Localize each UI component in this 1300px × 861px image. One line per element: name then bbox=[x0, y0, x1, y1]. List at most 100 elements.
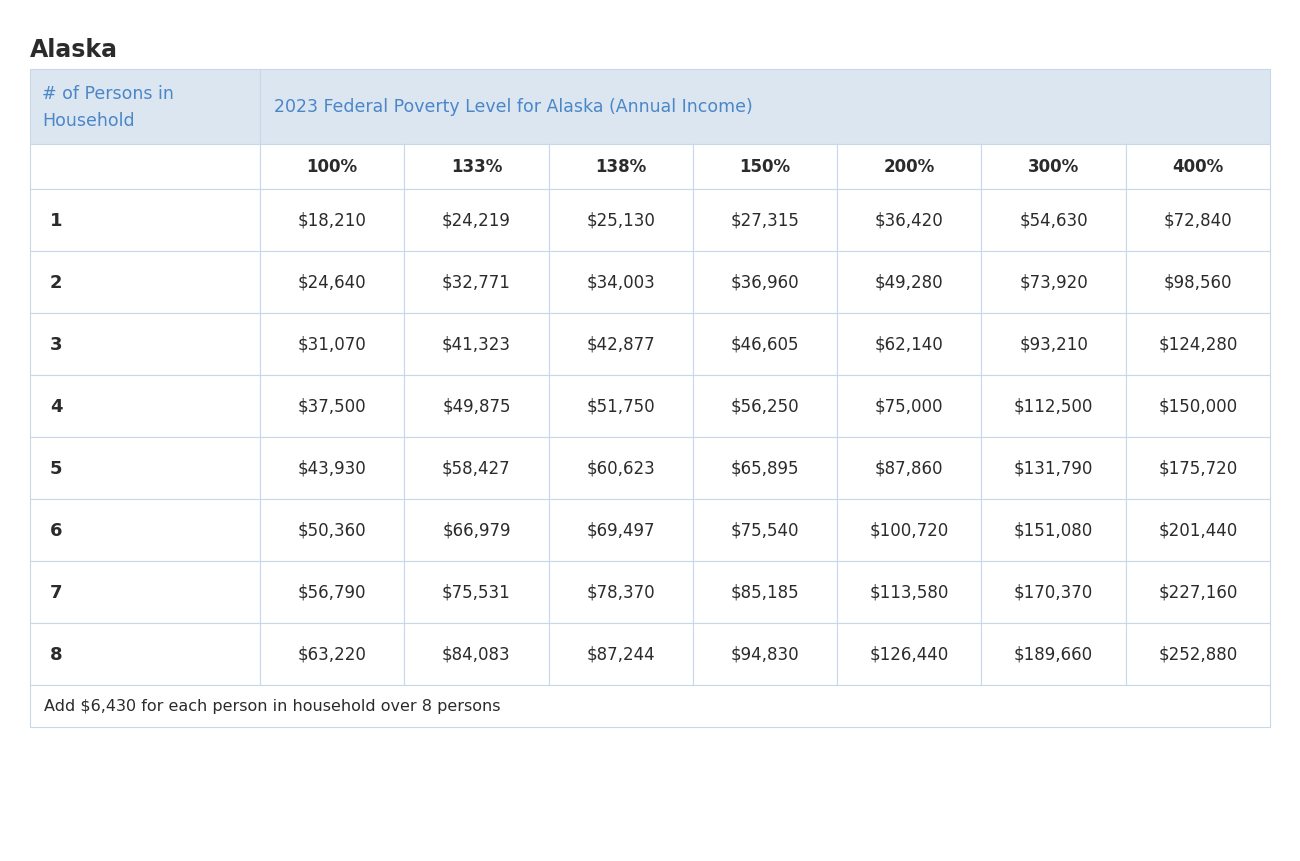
Bar bbox=[693, 437, 837, 499]
Text: $150,000: $150,000 bbox=[1158, 398, 1238, 416]
Text: $24,640: $24,640 bbox=[298, 274, 367, 292]
Bar bbox=[404, 189, 549, 251]
Text: 150%: 150% bbox=[740, 158, 790, 177]
Bar bbox=[260, 145, 404, 189]
Bar bbox=[693, 375, 837, 437]
Bar bbox=[693, 499, 837, 561]
Text: 3: 3 bbox=[49, 336, 62, 354]
Bar bbox=[30, 251, 260, 313]
Text: 133%: 133% bbox=[451, 158, 502, 177]
Text: $227,160: $227,160 bbox=[1158, 583, 1238, 601]
Bar bbox=[549, 623, 693, 685]
Text: $42,877: $42,877 bbox=[586, 336, 655, 354]
Bar bbox=[1126, 437, 1270, 499]
Text: $36,420: $36,420 bbox=[875, 212, 944, 230]
Text: $112,500: $112,500 bbox=[1014, 398, 1093, 416]
Bar bbox=[549, 561, 693, 623]
Text: 300%: 300% bbox=[1028, 158, 1079, 177]
Text: 4: 4 bbox=[49, 398, 62, 416]
Bar bbox=[260, 499, 404, 561]
Bar bbox=[30, 375, 260, 437]
Text: $51,750: $51,750 bbox=[586, 398, 655, 416]
Text: $49,280: $49,280 bbox=[875, 274, 944, 292]
Text: $151,080: $151,080 bbox=[1014, 522, 1093, 539]
Text: 200%: 200% bbox=[884, 158, 935, 177]
Bar bbox=[982, 313, 1126, 375]
Bar bbox=[30, 189, 260, 251]
Text: 2: 2 bbox=[49, 274, 62, 292]
Text: $87,244: $87,244 bbox=[586, 645, 655, 663]
Bar bbox=[837, 499, 982, 561]
Text: 6: 6 bbox=[49, 522, 62, 539]
Bar bbox=[404, 313, 549, 375]
Bar bbox=[1126, 251, 1270, 313]
Text: 100%: 100% bbox=[307, 158, 358, 177]
Text: $201,440: $201,440 bbox=[1158, 522, 1238, 539]
Text: $72,840: $72,840 bbox=[1164, 212, 1232, 230]
Bar bbox=[693, 251, 837, 313]
Bar bbox=[693, 313, 837, 375]
Bar bbox=[982, 623, 1126, 685]
Text: $98,560: $98,560 bbox=[1164, 274, 1232, 292]
Text: $65,895: $65,895 bbox=[731, 460, 800, 478]
Bar bbox=[260, 561, 404, 623]
Text: $69,497: $69,497 bbox=[586, 522, 655, 539]
Bar bbox=[837, 623, 982, 685]
Text: $60,623: $60,623 bbox=[586, 460, 655, 478]
Bar bbox=[1126, 561, 1270, 623]
Text: Add $6,430 for each person in household over 8 persons: Add $6,430 for each person in household … bbox=[44, 698, 500, 714]
Bar bbox=[982, 499, 1126, 561]
Bar bbox=[260, 251, 404, 313]
Bar bbox=[404, 561, 549, 623]
Text: # of Persons in
Household: # of Persons in Household bbox=[42, 85, 174, 129]
Text: $100,720: $100,720 bbox=[870, 522, 949, 539]
Text: $252,880: $252,880 bbox=[1158, 645, 1238, 663]
Bar bbox=[30, 561, 260, 623]
Text: $78,370: $78,370 bbox=[586, 583, 655, 601]
Bar bbox=[549, 499, 693, 561]
Bar bbox=[260, 623, 404, 685]
Bar bbox=[1126, 623, 1270, 685]
Bar bbox=[549, 375, 693, 437]
Text: $126,440: $126,440 bbox=[870, 645, 949, 663]
Text: $124,280: $124,280 bbox=[1158, 336, 1238, 354]
Bar bbox=[693, 623, 837, 685]
Text: $62,140: $62,140 bbox=[875, 336, 944, 354]
Text: 138%: 138% bbox=[595, 158, 646, 177]
Text: $18,210: $18,210 bbox=[298, 212, 367, 230]
Text: $56,250: $56,250 bbox=[731, 398, 800, 416]
Bar bbox=[30, 437, 260, 499]
Bar bbox=[549, 313, 693, 375]
Bar bbox=[837, 145, 982, 189]
Text: 400%: 400% bbox=[1173, 158, 1223, 177]
Text: 5: 5 bbox=[49, 460, 62, 478]
Text: $24,219: $24,219 bbox=[442, 212, 511, 230]
Bar bbox=[1126, 375, 1270, 437]
Text: $25,130: $25,130 bbox=[586, 212, 655, 230]
Bar bbox=[30, 313, 260, 375]
Bar bbox=[693, 561, 837, 623]
Bar bbox=[404, 145, 549, 189]
Bar bbox=[549, 437, 693, 499]
Bar bbox=[693, 189, 837, 251]
Bar bbox=[982, 437, 1126, 499]
Text: $75,540: $75,540 bbox=[731, 522, 800, 539]
Text: $87,860: $87,860 bbox=[875, 460, 944, 478]
Text: $49,875: $49,875 bbox=[442, 398, 511, 416]
Text: $46,605: $46,605 bbox=[731, 336, 800, 354]
Bar bbox=[30, 499, 260, 561]
Bar bbox=[837, 375, 982, 437]
Text: $94,830: $94,830 bbox=[731, 645, 800, 663]
Bar bbox=[260, 313, 404, 375]
Text: $54,630: $54,630 bbox=[1019, 212, 1088, 230]
Text: $56,790: $56,790 bbox=[298, 583, 367, 601]
Text: $66,979: $66,979 bbox=[442, 522, 511, 539]
Bar bbox=[837, 189, 982, 251]
Text: $75,531: $75,531 bbox=[442, 583, 511, 601]
Text: $34,003: $34,003 bbox=[586, 274, 655, 292]
Bar bbox=[1126, 313, 1270, 375]
Text: 1: 1 bbox=[49, 212, 62, 230]
Text: Alaska: Alaska bbox=[30, 38, 118, 62]
Text: $170,370: $170,370 bbox=[1014, 583, 1093, 601]
Text: $131,790: $131,790 bbox=[1014, 460, 1093, 478]
